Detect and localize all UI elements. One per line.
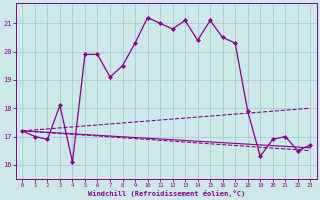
X-axis label: Windchill (Refroidissement éolien,°C): Windchill (Refroidissement éolien,°C) <box>88 190 245 197</box>
